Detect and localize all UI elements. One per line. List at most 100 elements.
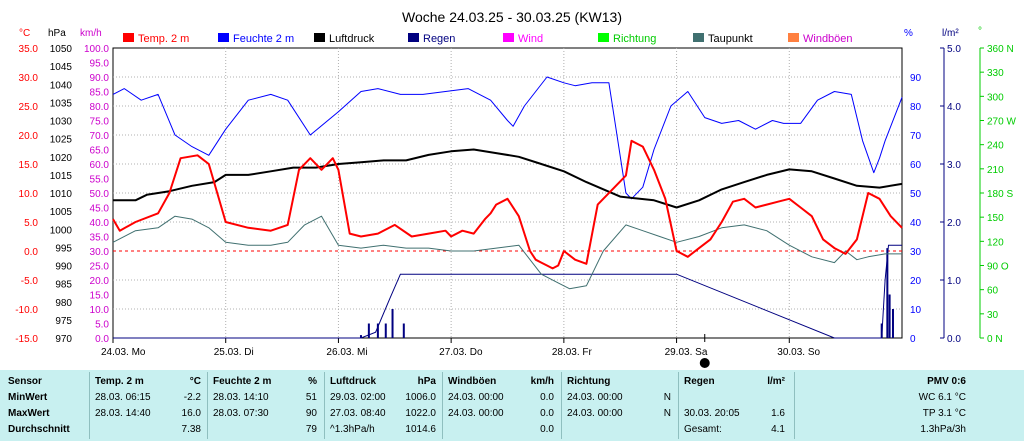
stat-value: N <box>663 408 671 419</box>
direction-tick-label: 210 <box>987 165 1004 176</box>
chart-title: Woche 24.03.25 - 30.03.25 (KW13) <box>402 9 622 25</box>
legend-swatch-gust <box>788 33 799 42</box>
column-separator <box>324 372 325 439</box>
stat-time: ^1.3hPa/h <box>330 424 375 435</box>
stat-column: Feuchte 2 m% 28.03. 14:10 51 28.03. 07:30 90… <box>213 370 321 441</box>
stat-row: 27.03. 08:40 1022.0 <box>330 407 440 421</box>
stat-column: Windböen km/h 24.03. 00:00 0.0 24.03. 00:00 0… <box>448 370 558 441</box>
stat-header-row: Temp. 2 m °C <box>95 375 205 389</box>
stat-header-row: Luftdruck hPa <box>330 375 440 389</box>
humidity-tick-label: 40 <box>910 218 922 229</box>
stat-header: Feuchte 2 m <box>213 376 272 387</box>
rain-tick-label: 3.0 <box>947 160 961 171</box>
rain-bar <box>886 248 889 338</box>
stat-row: 24.03. 00:00 N <box>567 391 675 405</box>
rain-tick-label: 1.0 <box>947 276 961 287</box>
stat-column: Temp. 2 m °C 28.03. 06:15 -2.2 28.03. 14:40 1… <box>95 370 205 441</box>
stat-header: Windböen <box>448 376 497 387</box>
stat-value: 16.0 <box>181 408 201 419</box>
temp-tick-label: -5.0 <box>21 276 39 287</box>
temp-tick-label: 20.0 <box>19 131 39 142</box>
rain-cumulative-line <box>113 244 902 339</box>
x-tick-label: 25.03. Di <box>214 347 254 358</box>
stat-column: Richtung 24.03. 00:00 N 24.03. 00:00 N <box>567 370 675 441</box>
stat-row-label: MaxWert <box>8 408 50 419</box>
wind-tick-label: 60.0 <box>90 160 110 171</box>
legend-label-temp: Temp. 2 m <box>138 33 189 45</box>
wind-tick-label: 95.0 <box>90 59 110 70</box>
legend: Temp. 2 m Feuchte 2 m Luftdruck Regen Wi… <box>123 33 853 45</box>
stat-row-label: MinWert <box>8 392 48 403</box>
wind-tick-label: 100.0 <box>84 44 109 55</box>
wind-tick-label: 35.0 <box>90 233 110 244</box>
legend-label-dewpoint: Taupunkt <box>708 33 753 45</box>
weather-chart: Woche 24.03.25 - 30.03.25 (KW13) Temp. 2… <box>15 9 1016 368</box>
temp-tick-label: 15.0 <box>19 160 39 171</box>
humidity-tick-label: 80 <box>910 102 922 113</box>
stat-value: 0.0 <box>540 424 554 435</box>
direction-tick-label: 180 S <box>987 189 1013 200</box>
temp-tick-label: -15.0 <box>15 334 38 345</box>
series-line-3 <box>112 215 902 290</box>
rain-bar <box>891 309 894 338</box>
rain-bar <box>880 323 883 338</box>
legend-label-wind: Wind <box>518 33 543 45</box>
stat-time: 29.03. 02:00 <box>330 392 386 403</box>
stat-time: 24.03. 00:00 <box>567 408 623 419</box>
stat-header: Temp. 2 m <box>95 376 144 387</box>
stat-row: 79 <box>213 423 321 437</box>
direction-tick-label: 120 <box>987 237 1004 248</box>
rain-tick-label: 2.0 <box>947 218 961 229</box>
stat-value: 90 <box>305 408 317 419</box>
stat-row: 28.03. 14:10 51 <box>213 391 321 405</box>
stat-header: Richtung <box>567 376 611 387</box>
stat-time: 28.03. 06:15 <box>95 392 151 403</box>
legend-label-humidity: Feuchte 2 m <box>233 33 294 45</box>
column-separator <box>678 372 679 439</box>
stat-row: MaxWert <box>8 407 88 421</box>
wind-tick-label: 5.0 <box>95 320 109 331</box>
stat-row-label: Durchschnitt <box>8 424 70 435</box>
rain-tick-label: 4.0 <box>947 102 961 113</box>
series-line-1 <box>112 76 903 200</box>
stat-time: 28.03. 07:30 <box>213 408 269 419</box>
stat-row: 24.03. 00:00 0.0 <box>448 407 558 421</box>
pressure-tick-label: 1050 <box>50 44 73 55</box>
x-tick-label: 28.03. Fr <box>552 347 593 358</box>
wind-unit-label: km/h <box>80 28 102 39</box>
stat-header: Sensor <box>8 376 42 387</box>
wind-tick-label: 70.0 <box>90 131 110 142</box>
series-line-0 <box>112 139 903 270</box>
stat-unit: % <box>308 376 317 387</box>
stat-time: 24.03. 00:00 <box>567 392 623 403</box>
humidity-unit-label: % <box>904 28 913 39</box>
wind-tick-label: 85.0 <box>90 88 110 99</box>
humidity-tick-label: 0 <box>910 334 916 345</box>
legend-swatch-wind <box>503 33 514 42</box>
stat-unit: l/m² <box>767 376 785 387</box>
wind-tick-label: 75.0 <box>90 117 110 128</box>
rain-bar <box>359 335 362 338</box>
stat-row: 29.03. 02:00 1006.0 <box>330 391 440 405</box>
stat-row: 28.03. 14:40 16.0 <box>95 407 205 421</box>
stat-value: 4.1 <box>771 424 785 435</box>
temp-tick-label: 10.0 <box>19 189 39 200</box>
stat-value: WC 6.1 °C <box>918 392 966 403</box>
stat-row <box>684 391 789 405</box>
pressure-tick-label: 1035 <box>50 98 73 109</box>
stat-header: PMV 0:6 <box>927 376 966 387</box>
column-separator <box>794 372 795 439</box>
stat-row: TP 3.1 °C <box>800 407 970 421</box>
temp-tick-label: 5.0 <box>24 218 38 229</box>
rain-bar <box>384 323 387 338</box>
stat-time: 30.03. 20:05 <box>684 408 740 419</box>
stat-row: 28.03. 06:15 -2.2 <box>95 391 205 405</box>
stat-time: 24.03. 00:00 <box>448 392 504 403</box>
wind-tick-label: 45.0 <box>90 204 110 215</box>
legend-swatch-dewpoint <box>693 33 704 42</box>
stat-unit: hPa <box>417 376 436 387</box>
stat-time: Gesamt: <box>684 424 722 435</box>
rain-unit-label: l/m² <box>942 28 959 39</box>
wind-tick-label: 25.0 <box>90 262 110 273</box>
stat-header-row: Richtung <box>567 375 675 389</box>
